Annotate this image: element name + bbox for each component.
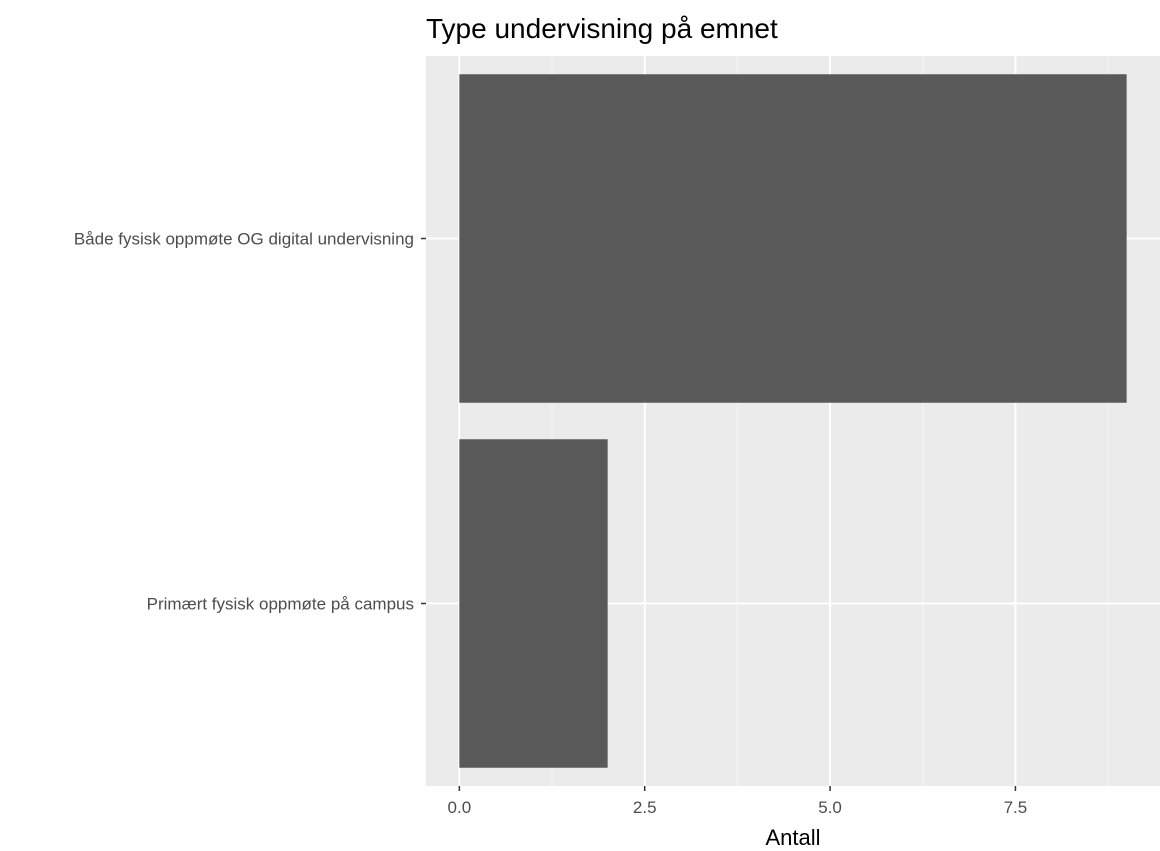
y-axis: Både fysisk oppmøte OG digital undervisn… [74, 230, 426, 614]
x-tick-label: 5.0 [818, 798, 842, 817]
y-tick-label: Primært fysisk oppmøte på campus [147, 595, 414, 614]
bar [459, 74, 1127, 403]
x-axis-title: Antall [765, 825, 820, 850]
bars [459, 74, 1127, 768]
x-axis: 0.0 2.5 5.0 7.5 [448, 786, 1028, 817]
bar [459, 439, 608, 768]
x-tick-label: 7.5 [1004, 798, 1028, 817]
chart-title: Type undervisning på emnet [426, 13, 778, 44]
x-tick-label: 0.0 [448, 798, 472, 817]
y-tick-label: Både fysisk oppmøte OG digital undervisn… [74, 230, 414, 249]
x-tick-label: 2.5 [633, 798, 657, 817]
